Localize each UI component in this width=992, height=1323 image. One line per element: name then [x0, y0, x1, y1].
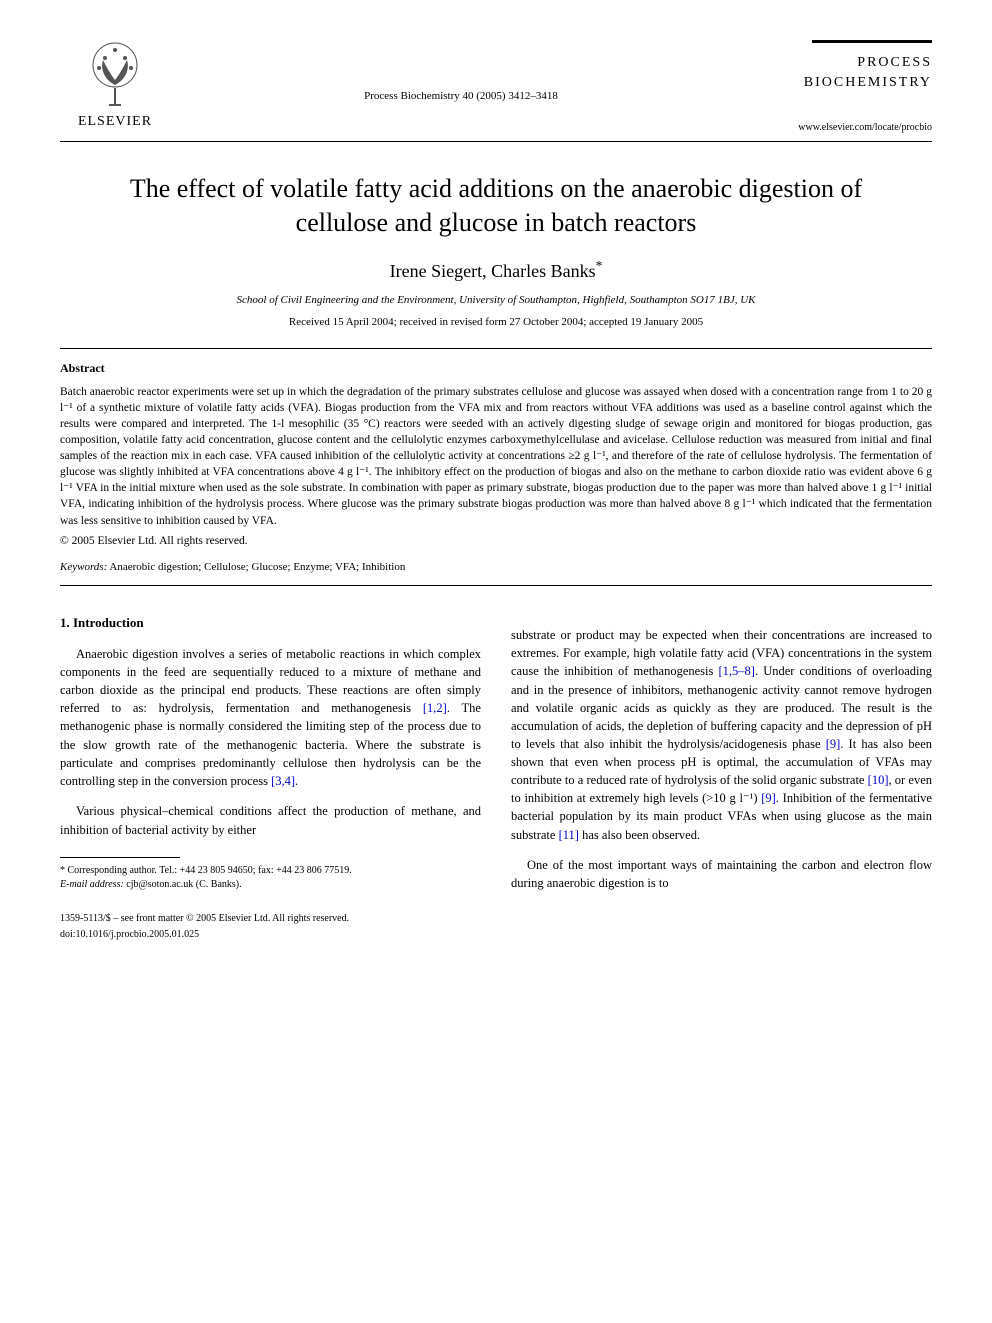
- ref-link-1-5-8[interactable]: [1,5–8]: [719, 664, 755, 678]
- email-value: cjb@soton.ac.uk (C. Banks).: [124, 879, 242, 890]
- journal-url: www.elsevier.com/locate/procbio: [752, 122, 932, 133]
- body-columns: 1. Introduction Anaerobic digestion invo…: [60, 614, 932, 943]
- ref-link-10[interactable]: [10]: [868, 773, 889, 787]
- ref-link-9b[interactable]: [9]: [761, 791, 776, 805]
- authors: Irene Siegert, Charles Banks*: [60, 258, 932, 282]
- intro-para-3: substrate or product may be expected whe…: [511, 626, 932, 844]
- journal-name-line1: PROCESS: [752, 53, 932, 73]
- footnote-rule: [60, 857, 180, 858]
- affiliation: School of Civil Engineering and the Envi…: [60, 294, 932, 306]
- intro-para-4: One of the most important ways of mainta…: [511, 856, 932, 892]
- elsevier-tree-icon: [85, 40, 145, 110]
- journal-name-block: PROCESS BIOCHEMISTRY www.elsevier.com/lo…: [752, 40, 932, 133]
- issn-line: 1359-5113/$ – see front matter © 2005 El…: [60, 912, 481, 927]
- article-dates: Received 15 April 2004; received in revi…: [60, 316, 932, 328]
- intro-para3-f: has also been observed.: [579, 828, 700, 842]
- journal-header: ELSEVIER Process Biochemistry 40 (2005) …: [60, 40, 932, 133]
- intro-para1-a: Anaerobic digestion involves a series of…: [60, 647, 481, 715]
- intro-heading: 1. Introduction: [60, 614, 481, 633]
- journal-reference: Process Biochemistry 40 (2005) 3412–3418: [170, 40, 752, 102]
- author-names: Irene Siegert, Charles Banks: [390, 261, 596, 281]
- email-label: E-mail address:: [60, 879, 124, 890]
- corresponding-marker: *: [596, 258, 603, 273]
- publisher-block: ELSEVIER: [60, 40, 170, 130]
- email-footnote: E-mail address: cjb@soton.ac.uk (C. Bank…: [60, 878, 481, 892]
- journal-rule: [812, 40, 932, 43]
- abstract-copyright: © 2005 Elsevier Ltd. All rights reserved…: [60, 535, 932, 547]
- keywords-text: Anaerobic digestion; Cellulose; Glucose;…: [107, 561, 405, 573]
- publisher-name: ELSEVIER: [78, 114, 152, 130]
- ref-link-3-4[interactable]: [3,4]: [271, 774, 295, 788]
- abstract-top-rule: [60, 348, 932, 349]
- corresponding-footnote: * Corresponding author. Tel.: +44 23 805…: [60, 864, 481, 878]
- keywords: Keywords: Anaerobic digestion; Cellulose…: [60, 561, 932, 573]
- intro-para1-c: .: [295, 774, 298, 788]
- ref-link-9a[interactable]: [9]: [826, 737, 841, 751]
- abstract-bottom-rule: [60, 585, 932, 586]
- keywords-label: Keywords:: [60, 561, 107, 573]
- abstract-text: Batch anaerobic reactor experiments were…: [60, 384, 932, 529]
- right-column: substrate or product may be expected whe…: [511, 614, 932, 943]
- journal-name-line2: BIOCHEMISTRY: [752, 73, 932, 93]
- left-column: 1. Introduction Anaerobic digestion invo…: [60, 614, 481, 943]
- article-title: The effect of volatile fatty acid additi…: [100, 172, 892, 240]
- abstract-heading: Abstract: [60, 361, 932, 376]
- intro-para-2: Various physical–chemical conditions aff…: [60, 802, 481, 838]
- doi-line: doi:10.1016/j.procbio.2005.01.025: [60, 928, 481, 943]
- ref-link-11[interactable]: [11]: [559, 828, 579, 842]
- header-rule: [60, 141, 932, 142]
- intro-para-1: Anaerobic digestion involves a series of…: [60, 645, 481, 790]
- ref-link-1-2[interactable]: [1,2]: [423, 701, 447, 715]
